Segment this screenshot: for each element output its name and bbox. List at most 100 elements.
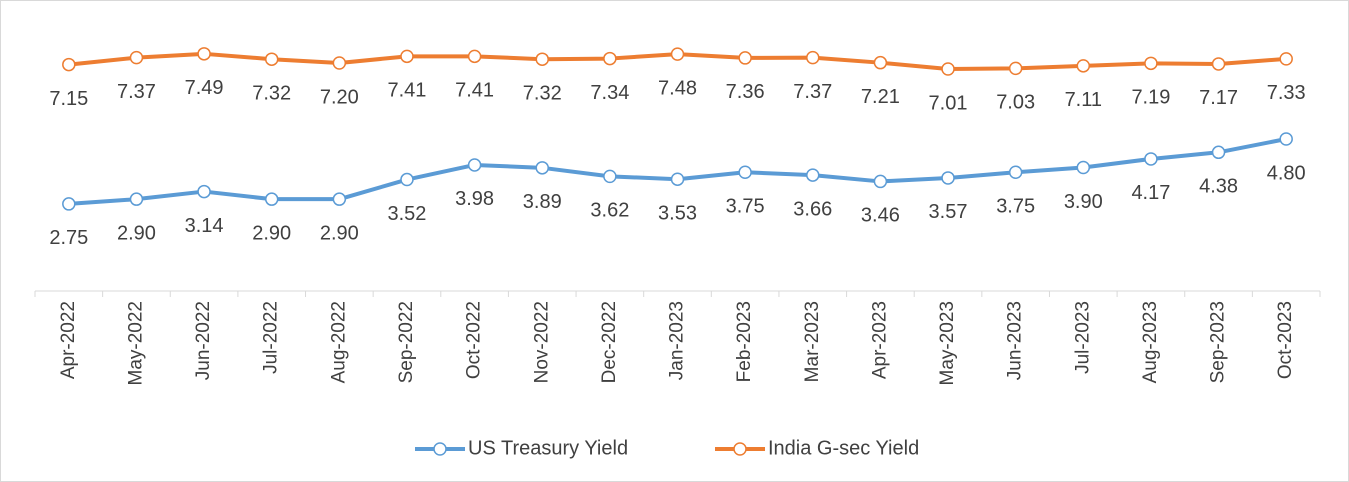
point [1008, 165, 1023, 179]
x-tick-label: Sep-2022 [396, 301, 417, 383]
data-label: 3.90 [1064, 191, 1103, 213]
data-label: 7.33 [1267, 82, 1306, 104]
data-label: 3.98 [455, 188, 494, 210]
legend-label: India G-sec Yield [768, 437, 919, 459]
point [670, 47, 685, 61]
x-tick-label: Nov-2022 [531, 301, 552, 383]
data-label: 7.03 [996, 92, 1035, 114]
data-label: 7.36 [726, 81, 765, 103]
data-label: 3.57 [929, 201, 968, 223]
point [1008, 61, 1023, 76]
data-label: 3.53 [658, 202, 697, 224]
legend-marker [733, 442, 747, 456]
data-label: 7.20 [320, 86, 359, 108]
x-tick-label: Sep-2023 [1208, 301, 1229, 383]
x-tick-label: May-2022 [125, 301, 146, 386]
point [467, 49, 482, 64]
point [264, 192, 279, 206]
data-label: 4.80 [1267, 162, 1306, 184]
data-label: 7.19 [1131, 87, 1170, 109]
x-tick-label: Oct-2022 [464, 301, 485, 379]
data-label: 2.90 [117, 222, 156, 244]
data-label: 7.11 [1065, 89, 1102, 111]
data-label: 7.01 [929, 92, 968, 114]
x-tick-label: May-2023 [937, 301, 958, 386]
point [1076, 160, 1091, 175]
x-tick-label: Dec-2022 [599, 301, 620, 383]
point [332, 192, 347, 206]
data-label: 3.89 [523, 191, 562, 213]
x-tick-label: Jul-2022 [261, 301, 282, 374]
point [1076, 59, 1091, 73]
x-tick-label: Jan-2023 [667, 301, 688, 380]
data-label: 7.41 [455, 80, 494, 102]
point [1279, 52, 1293, 66]
data-label: 3.14 [185, 215, 224, 237]
data-label: 2.90 [320, 222, 359, 244]
data-label: 7.34 [590, 82, 629, 104]
x-tick-label: Aug-2022 [328, 301, 349, 383]
data-label: 7.48 [658, 77, 697, 99]
data-label: 2.75 [49, 227, 88, 249]
point [197, 47, 211, 61]
point [535, 161, 549, 175]
data-label: 4.38 [1199, 176, 1238, 198]
data-label: 2.90 [252, 222, 291, 244]
data-label: 3.52 [388, 203, 427, 225]
data-label: 7.37 [793, 81, 832, 103]
point [129, 50, 144, 65]
point [129, 192, 144, 206]
point [264, 52, 279, 66]
point [1211, 57, 1226, 71]
data-label: 3.66 [793, 198, 832, 220]
data-label: 3.75 [996, 196, 1035, 218]
legend-label: US Treasury Yield [468, 437, 628, 459]
data-label: 3.62 [590, 200, 629, 222]
data-label: 4.17 [1131, 182, 1170, 204]
point [197, 184, 211, 199]
point [535, 52, 549, 66]
point [400, 172, 414, 187]
data-label: 3.46 [861, 205, 900, 227]
x-tick-label: Aug-2023 [1140, 301, 1161, 383]
x-tick-label: Mar-2023 [802, 301, 823, 382]
legend-marker [433, 442, 447, 456]
x-tick-label: Jun-2023 [1005, 301, 1026, 380]
data-label: 7.17 [1199, 87, 1238, 109]
point [467, 158, 482, 172]
point [738, 51, 752, 65]
x-tick-label: Oct-2023 [1275, 301, 1296, 379]
data-label: 3.75 [726, 196, 765, 218]
data-label: 7.21 [861, 86, 900, 108]
data-label: 7.32 [523, 82, 562, 104]
point [670, 172, 685, 186]
point [941, 171, 955, 185]
point [603, 169, 617, 184]
point [806, 168, 820, 182]
point [873, 55, 888, 70]
point [1144, 56, 1158, 71]
data-label: 7.37 [117, 81, 156, 103]
point [62, 197, 76, 211]
x-tick-label: Jul-2023 [1072, 301, 1093, 374]
data-label: 7.41 [388, 80, 427, 102]
point [1211, 145, 1226, 160]
point [1279, 132, 1293, 146]
point [738, 165, 752, 179]
x-tick-label: Feb-2023 [734, 301, 755, 382]
point [62, 57, 76, 72]
point [941, 62, 955, 76]
point [806, 50, 820, 65]
data-label: 7.49 [185, 77, 224, 99]
x-tick-label: Apr-2023 [869, 301, 890, 379]
data-label: 7.15 [49, 88, 88, 110]
point [603, 51, 617, 66]
x-tick-label: Apr-2022 [58, 301, 79, 379]
point [332, 56, 347, 70]
point [400, 49, 414, 64]
x-tick-label: Jun-2022 [193, 301, 214, 380]
data-label: 7.32 [252, 82, 291, 104]
point [1144, 152, 1158, 166]
